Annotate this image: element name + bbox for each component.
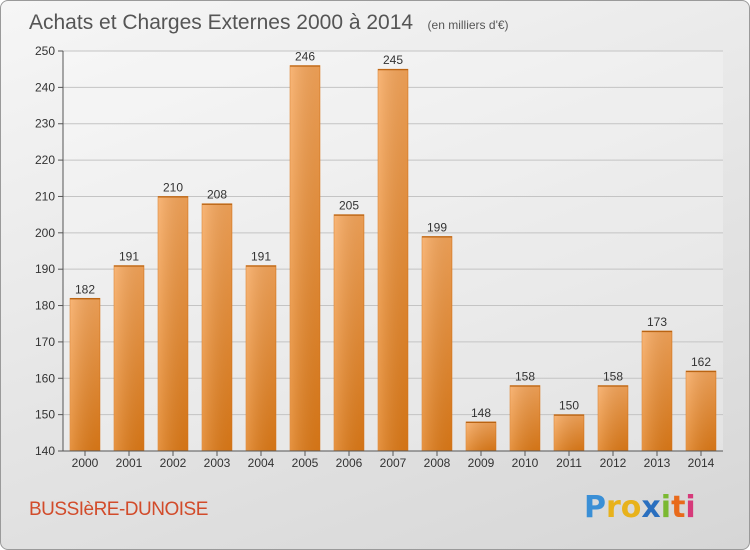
value-label-2013: 173 [647, 315, 667, 329]
bar-shade-2000 [70, 298, 100, 451]
x-tick-label: 2008 [424, 456, 451, 470]
chart-title: Achats et Charges Externes 2000 à 2014 (… [29, 11, 509, 34]
value-label-2002: 210 [163, 180, 183, 194]
value-label-2009: 148 [471, 406, 491, 420]
logo-letter: i [661, 490, 671, 525]
bar-shade-2001 [114, 265, 144, 451]
x-tick-label: 2010 [512, 456, 539, 470]
title-main: Achats et Charges Externes 2000 à 2014 [29, 11, 413, 34]
x-tick-label: 2013 [644, 456, 671, 470]
value-label-2000: 182 [75, 282, 95, 296]
x-tick-label: 2000 [72, 456, 99, 470]
value-label-2006: 205 [339, 199, 359, 213]
value-label-2011: 150 [559, 399, 579, 413]
title-unit: (en milliers d'€) [428, 18, 509, 32]
bar-shade-2008 [422, 236, 452, 451]
logo-letter: i [685, 490, 695, 525]
x-tick-label: 2009 [468, 456, 495, 470]
bar-shade-2003 [202, 203, 232, 451]
logo-letter: P [584, 490, 606, 525]
bar-shade-2014 [686, 371, 716, 451]
y-tick-label: 170 [35, 335, 55, 349]
bar-shade-2007 [378, 69, 408, 451]
value-labels: 182 191 210 208 191 246 205 245 199 148 158 150 158 1… [75, 50, 711, 420]
y-tick-label: 240 [35, 80, 55, 94]
x-tick-label: 2014 [688, 456, 715, 470]
x-tick-label: 2001 [116, 456, 143, 470]
y-tick-label: 190 [35, 262, 55, 276]
y-tick-label: 220 [35, 153, 55, 167]
value-label-2007: 245 [383, 53, 403, 67]
logo-letter: r [606, 490, 621, 525]
value-label-2004: 191 [251, 250, 271, 264]
y-tick-label: 230 [35, 117, 55, 131]
bar-shade-2004 [246, 265, 276, 451]
logo-letter: x [641, 490, 660, 525]
logo-letter: o [621, 490, 642, 525]
y-tick-label: 160 [35, 371, 55, 385]
value-label-2001: 191 [119, 250, 139, 264]
y-tick-label: 210 [35, 189, 55, 203]
x-tick-label: 2011 [556, 456, 582, 470]
x-tick-label: 2005 [292, 456, 319, 470]
bar-shade-2011 [554, 414, 584, 451]
bar-shade-2010 [510, 385, 540, 451]
bar-shade-2013 [642, 331, 672, 451]
x-tick-label: 2002 [160, 456, 187, 470]
commune-name: BUSSIèRE-DUNOISE [29, 499, 208, 520]
value-label-2005: 246 [295, 50, 315, 64]
value-label-2014: 162 [691, 355, 711, 369]
x-tick-label: 2004 [248, 456, 275, 470]
x-tick-label: 2006 [336, 456, 363, 470]
bar-shade-2005 [290, 65, 320, 451]
y-tick-label: 200 [35, 226, 55, 240]
bar-shade-2002 [158, 196, 188, 451]
y-tick-label: 180 [35, 299, 55, 313]
logo-letter: t [671, 490, 685, 525]
value-label-2003: 208 [207, 188, 227, 202]
axes: 140 150 160 170 180 190 200 210 220 230 240 250 2000… [35, 44, 723, 470]
bar-shade-2006 [334, 214, 364, 451]
proxiti-logo: Proxiti [584, 490, 696, 525]
bars [69, 65, 717, 452]
value-label-2010: 158 [515, 370, 535, 384]
value-label-2008: 199 [427, 220, 447, 234]
bar-shade-2012 [598, 385, 628, 451]
x-tick-label: 2007 [380, 456, 407, 470]
y-tick-label: 150 [35, 408, 55, 422]
value-label-2012: 158 [603, 370, 623, 384]
bar-shade-2009 [466, 421, 496, 451]
x-tick-label: 2012 [600, 456, 627, 470]
y-tick-label: 140 [35, 444, 55, 458]
y-tick-label: 250 [35, 44, 55, 58]
x-tick-label: 2003 [204, 456, 231, 470]
